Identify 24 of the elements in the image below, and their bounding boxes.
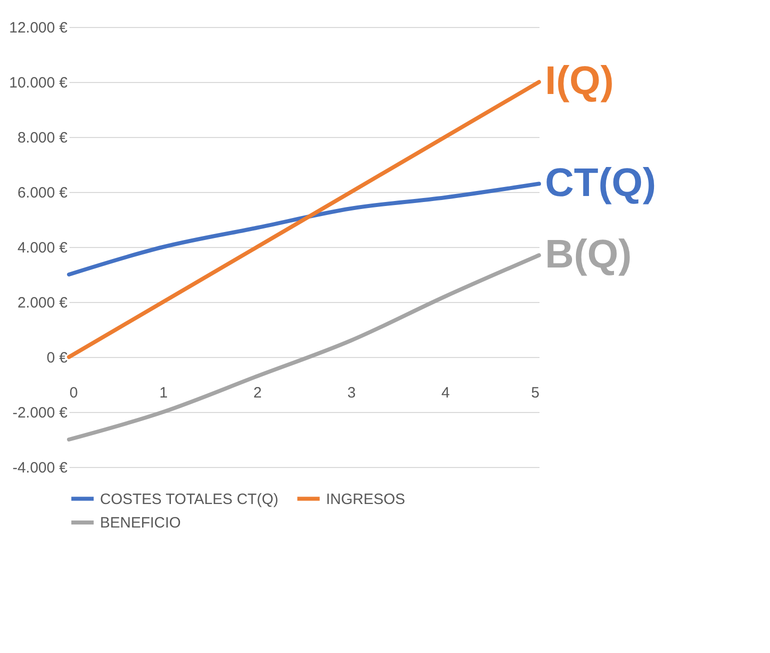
text: B(Q) xyxy=(545,232,632,276)
line-series xyxy=(67,80,541,359)
y-tick-label: 2.000 € xyxy=(17,294,68,312)
y-tick-label: 0 € xyxy=(46,350,68,366)
y-tick-label: 4.000 € xyxy=(17,240,68,256)
line-series xyxy=(67,253,541,442)
x-tick-label: 2 xyxy=(253,384,262,402)
x-tick-label: 4 xyxy=(441,384,450,402)
y-tick-label: -2.000 € xyxy=(12,404,68,422)
x-tick-label: 0 xyxy=(70,384,78,402)
line-series xyxy=(67,182,541,276)
y-tick-label: -4.000 € xyxy=(12,460,68,476)
x-tick-label: 1 xyxy=(159,384,168,402)
y-tick-label: 12.000 € xyxy=(9,20,68,36)
legend-label: COSTES TOTALES CT(Q) xyxy=(100,490,278,508)
x-tick-label: 3 xyxy=(347,384,356,402)
text: I(Q) xyxy=(545,59,614,103)
y-tick-label: 10.000 € xyxy=(9,74,68,92)
text: CT(Q) xyxy=(545,160,656,205)
y-tick-label: 8.000 € xyxy=(17,130,68,146)
x-tick-label: 5 xyxy=(531,384,540,402)
legend-label: INGRESOS xyxy=(326,490,406,508)
legend-label: BENEFICIO xyxy=(100,514,181,532)
y-tick-label: 6.000 € xyxy=(17,184,68,202)
